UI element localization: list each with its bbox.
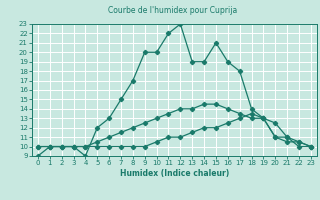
Text: Courbe de l'humidex pour Cuprija: Courbe de l'humidex pour Cuprija (108, 6, 237, 15)
X-axis label: Humidex (Indice chaleur): Humidex (Indice chaleur) (120, 169, 229, 178)
